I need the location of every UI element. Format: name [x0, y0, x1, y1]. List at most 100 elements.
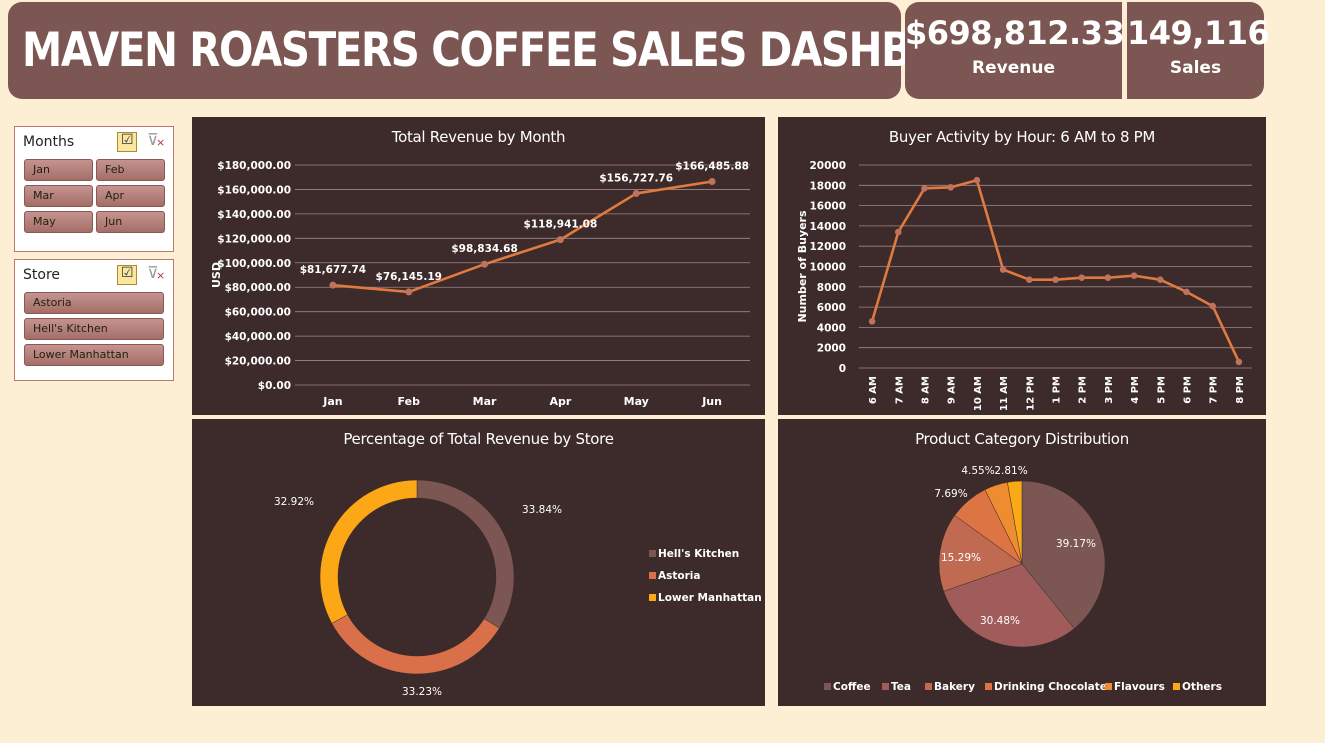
- legend-swatch: [649, 550, 656, 557]
- store-chart-title: Percentage of Total Revenue by Store: [343, 430, 614, 448]
- legend-label: Lower Manhattan: [658, 592, 762, 604]
- product-chart-title: Product Category Distribution: [915, 430, 1129, 448]
- donut-slice: [319, 479, 418, 624]
- buyers-point: [1209, 302, 1216, 310]
- y-tick-label: $160,000.00: [217, 184, 291, 196]
- pie-slice: [943, 563, 1075, 648]
- legend-label: Hell's Kitchen: [658, 548, 739, 560]
- legend-swatch: [1173, 683, 1180, 690]
- pie-data-label: 7.69%: [934, 488, 967, 500]
- months-slicer-items: Jan Feb Mar Apr May Jun: [15, 157, 173, 241]
- buyers-point: [1052, 276, 1059, 283]
- dashboard-title: MAVEN ROASTERS COFFEE SALES DASHBOARD: [22, 23, 1036, 78]
- y-tick-label: 2000: [817, 343, 846, 355]
- legend-label: Others: [1182, 681, 1222, 693]
- revenue-data-label: $98,834.68: [451, 243, 517, 255]
- store-button-astoria[interactable]: Astoria: [24, 292, 164, 314]
- revenue-label: Revenue: [972, 58, 1055, 78]
- store-button-hells-kitchen[interactable]: Hell's Kitchen: [24, 318, 164, 340]
- buyers-point: [947, 184, 954, 191]
- x-tick-label: Feb: [398, 395, 421, 408]
- clear-filter-icon[interactable]: [145, 130, 165, 152]
- x-tick-label: Jan: [322, 395, 342, 408]
- donut-data-label: 33.84%: [522, 504, 562, 516]
- legend-swatch: [882, 683, 889, 690]
- revenue-data-label: $118,941.08: [524, 219, 598, 231]
- product-pie-chart: 39.17% 30.48% 15.29% 7.69% 4.55% 2.81% Coffee T…: [824, 465, 1222, 693]
- buyers-point: [868, 318, 876, 325]
- y-tick-label: 12000: [809, 241, 846, 253]
- x-tick-label: May: [624, 395, 649, 408]
- y-tick-label: 4000: [817, 322, 846, 334]
- buyers-point: [1130, 272, 1138, 279]
- pie-slice: [1007, 480, 1023, 565]
- store-button-lower-manhattan[interactable]: Lower Manhattan: [24, 344, 164, 366]
- store-slicer-items: Astoria Hell's Kitchen Lower Manhattan: [15, 290, 173, 374]
- legend-swatch: [649, 594, 656, 601]
- revenue-by-month-panel: Total Revenue by Month $0.00 $20,000.00 $4…: [192, 117, 765, 415]
- revenue-data-label: $81,677.74: [300, 264, 366, 276]
- x-tick-label: 7 AM: [894, 376, 905, 404]
- month-button-may[interactable]: May: [24, 211, 93, 233]
- y-tick-label: 16000: [809, 201, 846, 213]
- legend-swatch: [649, 572, 656, 579]
- x-tick-label: 4 PM: [1130, 376, 1141, 404]
- y-tick-label: $40,000.00: [225, 331, 291, 343]
- months-slicer-header: Months: [15, 127, 173, 157]
- y-tick-label: $80,000.00: [225, 282, 291, 294]
- month-button-apr[interactable]: Apr: [96, 185, 165, 207]
- legend-swatch: [824, 683, 831, 690]
- revenue-point: [329, 281, 337, 289]
- legend-label: Tea: [891, 681, 911, 693]
- pie-slice: [938, 515, 1023, 592]
- legend-label: Astoria: [658, 570, 700, 582]
- y-tick-label: 8000: [817, 282, 846, 294]
- legend-label: Bakery: [934, 681, 975, 693]
- buyers-point: [973, 176, 981, 184]
- month-button-jun[interactable]: Jun: [96, 211, 165, 233]
- revenue-point: [481, 260, 489, 268]
- y-tick-label: $20,000.00: [225, 356, 291, 368]
- legend-label: Flavours: [1114, 681, 1165, 693]
- buyers-point: [999, 266, 1007, 273]
- buyers-point: [1235, 358, 1243, 366]
- store-slicer-title: Store: [23, 267, 61, 283]
- legend-label: Drinking Chocolate: [994, 681, 1107, 693]
- x-tick-label: Jun: [701, 395, 722, 408]
- revenue-value: $698,812.33: [905, 14, 1125, 52]
- x-tick-label: Apr: [550, 395, 572, 408]
- month-button-feb[interactable]: Feb: [96, 159, 165, 181]
- legend-swatch: [1105, 683, 1112, 690]
- buyers-point: [1183, 288, 1190, 296]
- pie-slice: [1021, 480, 1106, 629]
- pie-data-label: 2.81%: [994, 465, 1027, 477]
- buyers-point: [1026, 276, 1033, 283]
- x-tick-label: Mar: [473, 395, 497, 408]
- revenue-by-store-panel: Percentage of Total Revenue by Store 33.…: [192, 419, 765, 706]
- x-tick-label: 1 PM: [1052, 376, 1063, 404]
- y-tick-label: 18000: [809, 180, 846, 192]
- dashboard-header: MAVEN ROASTERS COFFEE SALES DASHBOARD: [8, 2, 1036, 99]
- revenue-point: [632, 189, 640, 197]
- y-tick-label: $100,000.00: [217, 258, 291, 270]
- buyers-point: [1157, 276, 1164, 283]
- y-tick-label: 0: [839, 363, 846, 375]
- clear-filter-icon[interactable]: [145, 263, 165, 285]
- x-tick-label: 6 AM: [868, 376, 879, 404]
- buyer-activity-line-chart: 0 2000 4000 6000 8000 10000 12000 14000 16000 180…: [796, 160, 1252, 411]
- y-axis-title: USD: [210, 262, 223, 288]
- multi-select-icon[interactable]: [117, 265, 137, 285]
- y-tick-label: $180,000.00: [217, 160, 291, 172]
- multi-select-icon[interactable]: [117, 132, 137, 152]
- month-button-jan[interactable]: Jan: [24, 159, 93, 181]
- buyers-point: [1078, 274, 1085, 281]
- y-tick-label: 14000: [809, 221, 846, 233]
- y-tick-label: 6000: [817, 302, 846, 314]
- months-slicer-title: Months: [23, 134, 75, 150]
- revenue-line-chart: $0.00 $20,000.00 $40,000.00 $60,000.00 $80,0…: [210, 160, 750, 408]
- y-tick-label: $140,000.00: [217, 209, 291, 221]
- x-tick-label: 9 AM: [947, 376, 958, 404]
- month-button-mar[interactable]: Mar: [24, 185, 93, 207]
- legend-label: Coffee: [833, 681, 871, 693]
- revenue-data-label: $156,727.76: [599, 172, 673, 184]
